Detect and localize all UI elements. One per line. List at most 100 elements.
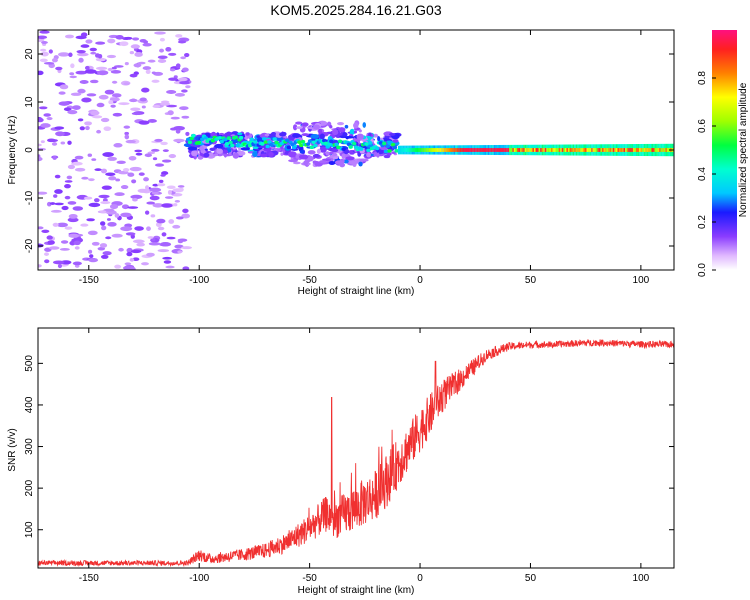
heatmap-cell [130,249,142,254]
heatmap-cell [224,142,230,146]
heatmap-cell [95,57,106,62]
heatmap-cell [68,52,73,58]
heatmap-cell [73,240,81,246]
heatmap-cell [356,133,364,140]
heatmap-cell [157,183,166,187]
heatmap-cell [425,148,428,152]
heatmap-cell [566,148,569,152]
heatmap-cell [518,148,521,152]
heatmap-cell [358,129,362,133]
colorbar-label: Normalized spectral amplitude [738,82,749,217]
heatmap-cell [168,219,175,224]
heatmap-cell [306,155,314,162]
heatmap-cell [656,148,658,152]
heatmap-cell [353,130,358,134]
heatmap-cell [134,51,143,57]
colorbar-ticks: 0.0 0.2 0.4 0.6 0.8 [697,71,716,277]
heatmap-cell [329,124,333,129]
heatmap-cell [507,148,510,152]
heatmap-cell [83,196,93,200]
heatmap-cell [84,121,92,126]
heatmap-cell [489,148,491,152]
heatmap-cell [523,148,525,152]
heatmap-cell [98,94,109,100]
heatmap-cell [137,188,148,193]
heatmap-cell [338,127,346,133]
heatmap-cell [106,54,117,59]
heatmap-cell [319,160,327,164]
heatmap-cell [312,153,321,158]
snr-marks [38,339,674,568]
heatmap-cell [113,143,123,148]
heatmap-cell [390,143,396,147]
heatmap-cell [286,145,292,150]
heatmap-cell [147,59,156,63]
heatmap-cell [506,148,508,152]
heatmap-cell [405,148,408,152]
heatmap-cell [575,148,578,152]
heatmap-cell [292,124,298,131]
heatmap-cell [187,140,193,145]
heatmap-cell [114,192,125,197]
heatmap-cell [442,148,445,152]
heatmap-marks [38,30,674,270]
heatmap-cell [151,148,160,152]
heatmap-cell [341,153,346,160]
heatmap-cell [481,148,484,152]
heatmap-cell [57,52,70,57]
heatmap-cell [597,148,599,152]
heatmap-cell [297,140,302,144]
heatmap-cell [72,261,82,266]
heatmap-cell [87,153,93,157]
heatmap-cell [516,148,519,152]
heatmap-cell [100,254,109,259]
heatmap-cell [85,125,90,131]
heatmap-cell [38,70,44,76]
heatmap-cell [499,148,502,152]
heatmap-cell [101,185,112,190]
heatmap-cell [459,148,462,152]
heatmap-cell [623,148,626,152]
heatmap-cell [325,151,330,156]
snr-series-line [38,339,674,568]
heatmap-cell [404,148,406,152]
heatmap-cell [133,63,142,68]
heatmap-cell [530,148,533,152]
heatmap-cell [352,141,357,146]
heatmap-cell [122,168,130,172]
heatmap-cell [196,140,201,145]
heatmap-cell [69,75,77,79]
heatmap-cell [382,141,387,146]
heatmap-cell [462,148,465,152]
spectrogram-xlabel: Height of straight line (km) [298,286,415,297]
heatmap-cell [105,172,116,177]
heatmap-cell [168,52,177,56]
heatmap-cell [93,198,100,203]
heatmap-cell [364,142,369,146]
heatmap-cell [110,70,122,74]
heatmap-cell [67,217,79,223]
heatmap-cell [464,148,467,152]
heatmap-cell [577,148,579,152]
heatmap-cell [85,39,93,44]
heatmap-cell [67,140,72,145]
heatmap-cell [422,148,425,152]
heatmap-cell [75,70,88,75]
heatmap-cell [132,197,138,202]
heatmap-cell [467,148,470,152]
heatmap-cell [540,148,542,152]
heatmap-cell [359,147,364,151]
heatmap-cell [120,212,132,218]
heatmap-cell [60,240,69,244]
heatmap-cell [544,148,547,152]
heatmap-cell [99,243,108,248]
heatmap-cell [47,240,55,245]
heatmap-cell [470,148,473,152]
heatmap-cell [312,124,320,130]
heatmap-cell [38,191,48,195]
x-tick-label: -150 [79,573,99,584]
heatmap-cell [327,142,332,147]
heatmap-cell [603,148,606,152]
